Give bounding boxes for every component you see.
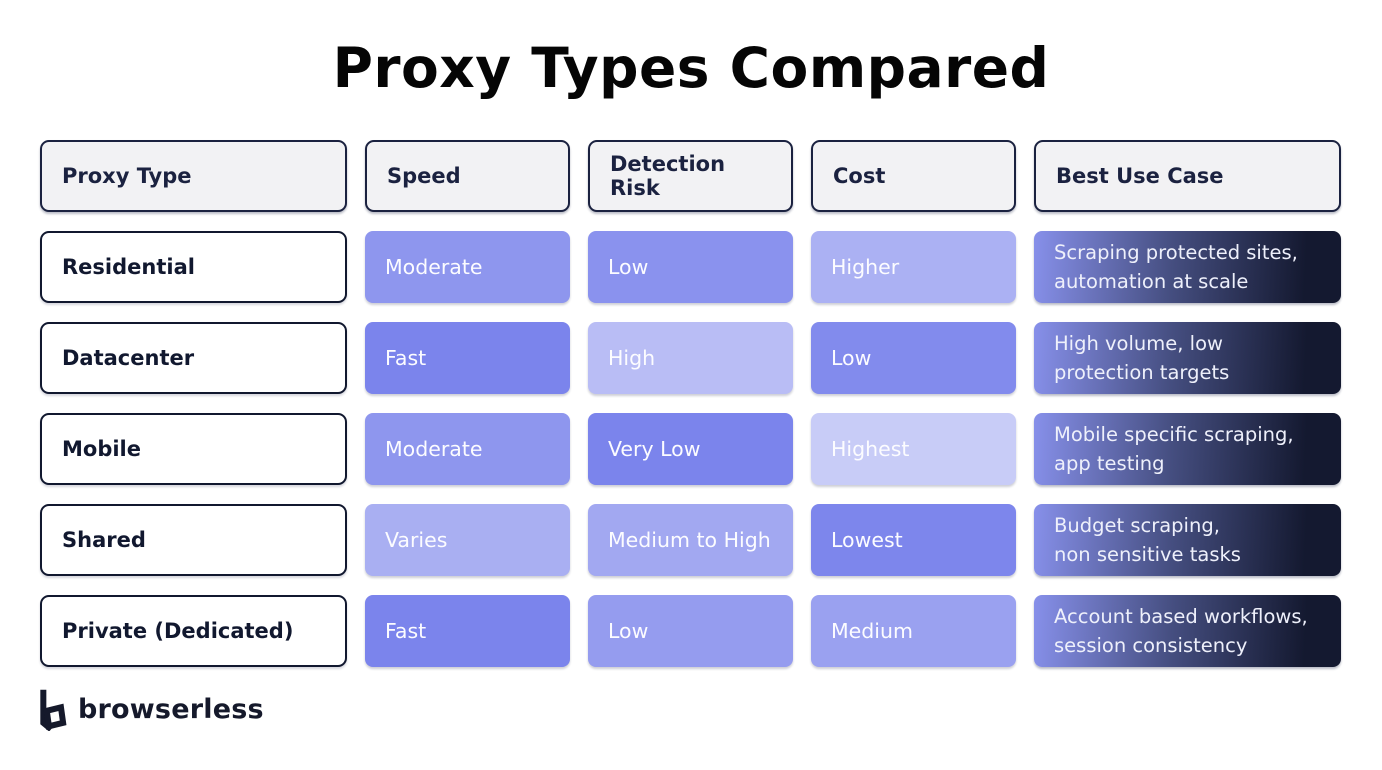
page-title: Proxy Types Compared: [332, 36, 1050, 100]
browserless-logo-icon: [36, 688, 67, 731]
cost-value-cell: Low: [811, 322, 1016, 394]
speed-value-cell: Moderate: [365, 231, 570, 303]
browserless-logo: browserless: [36, 688, 264, 731]
detection-value-cell: High: [588, 322, 793, 394]
cost-value-cell: Lowest: [811, 504, 1016, 576]
header-cell-proxy-type: Proxy Type: [40, 140, 347, 212]
proxy-type-cell: Datacenter: [40, 322, 347, 394]
header-cell-speed: Speed: [365, 140, 570, 212]
use-case-cell: Account based workflows, session consist…: [1034, 595, 1341, 667]
header-cell-best-use-case: Best Use Case: [1034, 140, 1341, 212]
cost-value-cell: Higher: [811, 231, 1016, 303]
use-case-cell: Budget scraping, non sensitive tasks: [1034, 504, 1341, 576]
detection-value-cell: Low: [588, 231, 793, 303]
speed-value-cell: Moderate: [365, 413, 570, 485]
use-case-cell: Scraping protected sites, automation at …: [1034, 231, 1341, 303]
browserless-logo-text: browserless: [78, 694, 264, 725]
speed-value-cell: Fast: [365, 595, 570, 667]
detection-value-cell: Very Low: [588, 413, 793, 485]
speed-value-cell: Fast: [365, 322, 570, 394]
proxy-type-cell: Private (Dedicated): [40, 595, 347, 667]
comparison-table: Proxy Type Speed Detection Risk Cost Bes…: [40, 140, 1341, 667]
use-case-cell: Mobile specific scraping, app testing: [1034, 413, 1341, 485]
use-case-cell: High volume, low protection targets: [1034, 322, 1341, 394]
header-cell-detection-risk: Detection Risk: [588, 140, 793, 212]
detection-value-cell: Medium to High: [588, 504, 793, 576]
detection-value-cell: Low: [588, 595, 793, 667]
proxy-type-cell: Shared: [40, 504, 347, 576]
cost-value-cell: Medium: [811, 595, 1016, 667]
cost-value-cell: Highest: [811, 413, 1016, 485]
proxy-type-cell: Residential: [40, 231, 347, 303]
proxy-type-cell: Mobile: [40, 413, 347, 485]
header-cell-cost: Cost: [811, 140, 1016, 212]
speed-value-cell: Varies: [365, 504, 570, 576]
